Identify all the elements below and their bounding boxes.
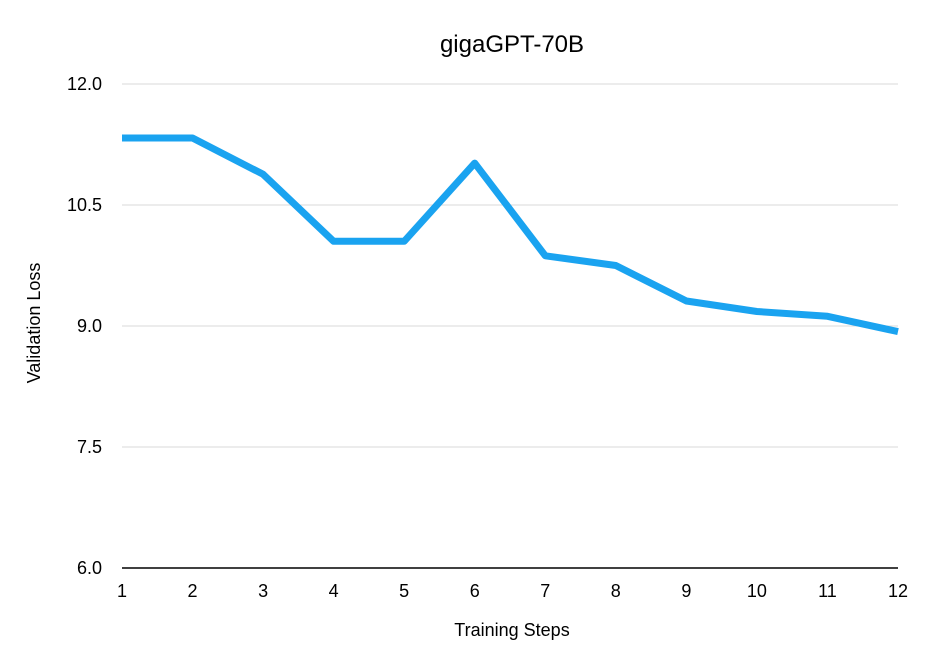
x-tick-label: 10: [747, 581, 767, 601]
x-axis-ticks: 1 2 3 4 5 6 7 8 9 10 11 12: [117, 581, 908, 601]
y-tick-label: 12.0: [67, 74, 102, 94]
x-tick-label: 7: [540, 581, 550, 601]
x-tick-label: 5: [399, 581, 409, 601]
y-tick-label: 9.0: [77, 316, 102, 336]
x-tick-label: 6: [470, 581, 480, 601]
x-tick-label: 1: [117, 581, 127, 601]
y-tick-label: 10.5: [67, 195, 102, 215]
x-axis-label: Training Steps: [454, 620, 569, 640]
x-tick-label: 8: [611, 581, 621, 601]
y-tick-label: 6.0: [77, 558, 102, 578]
x-tick-label: 11: [818, 581, 837, 601]
series-layer: [122, 134, 899, 336]
y-axis-ticks: 6.0 7.5 9.0 10.5 12.0: [67, 74, 102, 578]
x-tick-label: 2: [188, 581, 198, 601]
x-tick-label: 12: [888, 581, 908, 601]
x-tick-label: 9: [681, 581, 691, 601]
series-line-0: [122, 134, 899, 336]
gridlines: [122, 83, 898, 448]
x-tick-label: 3: [258, 581, 268, 601]
x-tick-label: 4: [329, 581, 339, 601]
y-tick-label: 7.5: [77, 437, 102, 457]
y-axis-label: Validation Loss: [24, 263, 44, 384]
chart-title: gigaGPT-70B: [440, 31, 584, 58]
